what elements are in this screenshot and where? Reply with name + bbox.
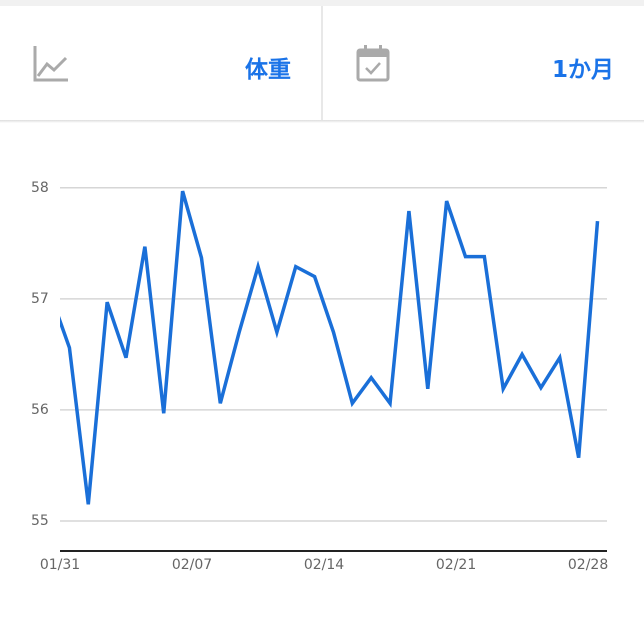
period-selector[interactable]: 1か月 [323, 6, 644, 120]
y-tick-label: 57 [31, 291, 49, 307]
calendar-icon [356, 45, 390, 82]
divider [321, 6, 323, 120]
x-tick-label: 02/21 [436, 557, 476, 573]
y-tick-label: 55 [31, 513, 49, 529]
x-tick-label: 02/07 [172, 557, 212, 573]
x-tick-label: 02/28 [568, 557, 608, 573]
x-tick-label: 02/14 [304, 557, 344, 573]
header-shadow [0, 120, 644, 123]
chart-icon [33, 46, 68, 82]
metric-selector[interactable]: 体重 [0, 6, 321, 120]
x-tick-label: 01/31 [40, 557, 80, 573]
y-tick-label: 56 [31, 402, 49, 418]
y-tick-label: 58 [31, 180, 49, 196]
metric-label: 体重 [245, 57, 291, 83]
status-strip [0, 0, 644, 6]
weight-line [60, 190, 600, 505]
period-label: 1か月 [551, 57, 614, 83]
